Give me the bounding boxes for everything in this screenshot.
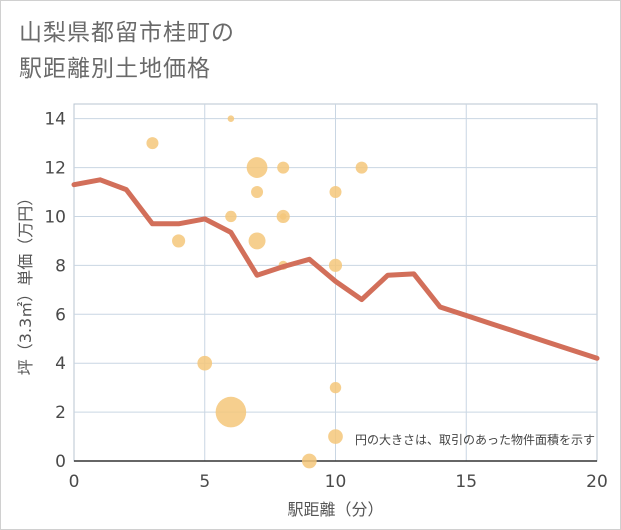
y-axis-title: 坪（3.3㎡）単価（万円） (16, 190, 35, 375)
bubble-point (248, 232, 266, 250)
bubble-point (329, 381, 342, 394)
tick-labels: 0 2 4 6 8 10 12 14 0 5 10 15 20 (44, 110, 607, 492)
line-series (71, 177, 600, 361)
bubble-series (146, 115, 368, 469)
x-tick-label: 10 (325, 472, 347, 492)
bubble-point (277, 161, 290, 174)
bubble-point (251, 186, 264, 199)
bubble-point (227, 115, 235, 122)
title-line-2: 駅距離別土地価格 (19, 56, 211, 82)
y-tick-label: 0 (55, 452, 66, 472)
x-tick-label: 15 (455, 472, 477, 492)
bubble-point (197, 355, 213, 371)
bubble-point (172, 234, 186, 248)
bubble-point (328, 258, 343, 272)
bubble-point (215, 396, 247, 428)
y-tick-label: 8 (55, 256, 66, 276)
bubble-point (225, 210, 237, 223)
x-tick-label: 0 (69, 472, 80, 492)
bubble-point (246, 157, 268, 178)
y-tick-label: 2 (55, 403, 66, 423)
price-trend-line (71, 177, 600, 361)
x-tick-label: 5 (199, 472, 210, 492)
y-tick-label: 4 (55, 354, 66, 374)
size-note: 円の大きさは、取引のあった物件面積を示す (355, 432, 595, 447)
bubble-point (355, 161, 368, 174)
y-tick-label: 6 (55, 305, 66, 325)
bubble-point (146, 137, 159, 150)
title-line-1: 山梨県都留市桂町の (19, 20, 235, 46)
bubble-point (328, 429, 343, 444)
x-tick-label: 20 (586, 472, 608, 492)
x-axis-title: 駅距離（分） (287, 500, 383, 519)
y-tick-label: 10 (44, 207, 66, 227)
bubble-point (329, 186, 342, 199)
chart-title: 山梨県都留市桂町の 駅距離別土地価格 (19, 15, 235, 87)
bubble-point (279, 213, 287, 220)
y-tick-label: 12 (44, 159, 66, 179)
bubble-point (302, 453, 317, 469)
grid (73, 103, 598, 462)
y-tick-label: 14 (44, 110, 66, 130)
